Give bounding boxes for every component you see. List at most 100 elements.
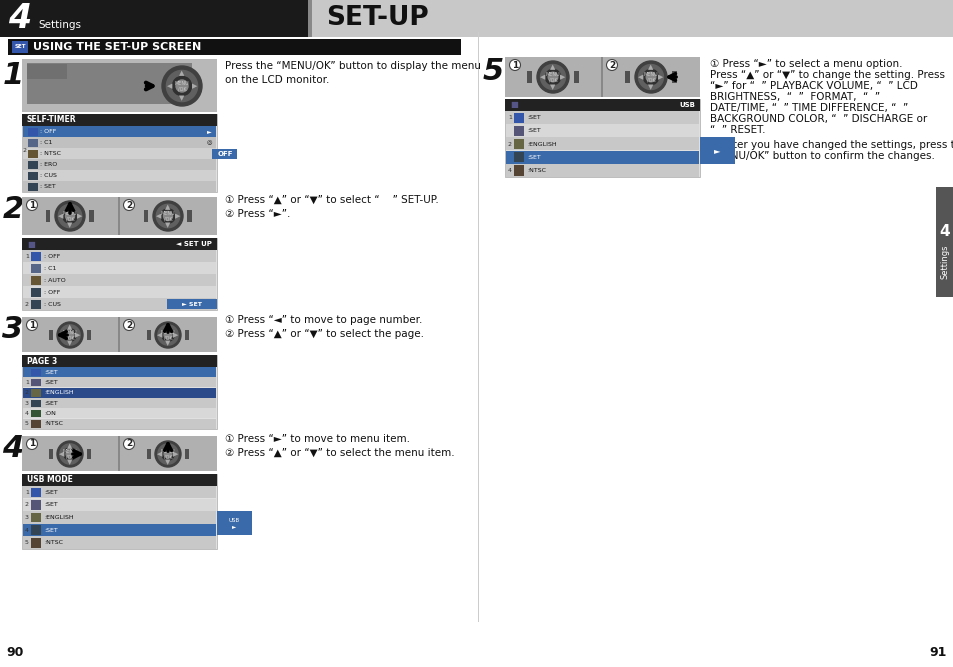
Bar (28, 139, 38, 147)
Text: ① Press “▲” or “▼” to select “    ” SET-UP.: ① Press “▲” or “▼” to select “ ” SET-UP. (225, 195, 438, 205)
Circle shape (537, 61, 568, 93)
Text: ▶: ▶ (76, 213, 82, 219)
Bar (22, 317, 216, 352)
Circle shape (642, 69, 658, 85)
Bar (23, 398, 215, 408)
Text: ►: ► (713, 146, 720, 155)
Text: SET: SET (14, 45, 26, 49)
Text: BRIGHTNESS,  “  ”  FORMAT,  “  ”: BRIGHTNESS, “ ” FORMAT, “ ” (709, 92, 880, 102)
Text: ▼: ▼ (165, 222, 171, 228)
Bar (23, 536, 215, 549)
Circle shape (27, 199, 37, 211)
Text: 1: 1 (512, 61, 517, 69)
Text: :ENGLISH: :ENGLISH (44, 390, 73, 396)
Text: ◀: ◀ (156, 213, 161, 219)
Circle shape (635, 61, 666, 93)
Text: 1: 1 (29, 321, 35, 329)
Bar (212, 149, 236, 159)
Bar (144, 210, 149, 222)
Circle shape (157, 444, 178, 464)
Text: “MENU/OK” button to confirm the changes.: “MENU/OK” button to confirm the changes. (709, 151, 934, 161)
Text: 1: 1 (25, 490, 29, 495)
Circle shape (175, 80, 188, 92)
Bar (147, 329, 151, 340)
Bar (22, 436, 216, 471)
Bar (625, 71, 630, 83)
Bar (30, 251, 41, 261)
Text: 4: 4 (2, 434, 24, 463)
Text: OFF: OFF (217, 151, 233, 157)
Text: 1: 1 (508, 115, 512, 120)
Text: 5: 5 (482, 57, 503, 86)
Text: 3: 3 (2, 315, 24, 344)
Text: :ENGLISH: :ENGLISH (44, 515, 73, 520)
Circle shape (27, 438, 37, 450)
Bar (23, 148, 215, 159)
Circle shape (157, 325, 178, 345)
Bar (30, 513, 41, 522)
Circle shape (60, 325, 80, 345)
Bar (22, 238, 216, 310)
Text: ▶: ▶ (174, 213, 180, 219)
Circle shape (548, 72, 558, 82)
Text: 91: 91 (928, 646, 945, 658)
Bar (23, 250, 215, 261)
Text: MENU
/OK: MENU /OK (160, 329, 175, 340)
Bar (504, 99, 700, 111)
Bar (23, 367, 215, 377)
Text: MENU
/OK: MENU /OK (63, 329, 77, 340)
Bar (28, 183, 38, 191)
Text: DATE/TIME, “  ” TIME DIFFERENCE, “  ”: DATE/TIME, “ ” TIME DIFFERENCE, “ ” (709, 103, 907, 113)
Bar (30, 410, 41, 417)
Bar (505, 111, 699, 124)
Text: MENU
/OK: MENU /OK (174, 81, 189, 91)
Circle shape (162, 448, 174, 460)
Text: :SET: :SET (44, 401, 58, 406)
Circle shape (162, 329, 174, 342)
Circle shape (60, 444, 80, 464)
Circle shape (64, 448, 76, 460)
Text: 4: 4 (9, 1, 31, 35)
Text: : ERO: : ERO (40, 162, 57, 167)
Text: ▲: ▲ (648, 64, 653, 70)
Text: :NTSC: :NTSC (44, 540, 63, 545)
Bar (30, 420, 41, 428)
Bar (216, 511, 252, 536)
Bar (30, 379, 41, 386)
Text: ② After you have changed the settings, press the: ② After you have changed the settings, p… (709, 140, 953, 150)
Bar (30, 299, 41, 309)
Circle shape (57, 441, 83, 467)
Text: ▲: ▲ (165, 203, 171, 209)
Text: USB
►: USB ► (228, 518, 239, 529)
Text: 1: 1 (29, 201, 35, 209)
Text: ◀: ◀ (157, 451, 162, 457)
Circle shape (123, 319, 134, 331)
Circle shape (66, 450, 73, 458)
Text: 5: 5 (25, 422, 29, 426)
Bar (935, 187, 953, 297)
Text: : C1: : C1 (44, 265, 56, 271)
Text: ▼: ▼ (68, 340, 72, 346)
Bar (30, 500, 41, 510)
Text: ▼: ▼ (179, 95, 185, 101)
Text: 3: 3 (25, 515, 29, 520)
Bar (505, 137, 699, 150)
Bar (23, 137, 215, 147)
Circle shape (540, 65, 565, 89)
Bar (23, 419, 215, 429)
Bar (30, 389, 41, 396)
Circle shape (638, 65, 662, 89)
Bar (23, 499, 215, 511)
Circle shape (55, 201, 85, 231)
Text: :ENGLISH: :ENGLISH (526, 141, 556, 147)
Text: ◀: ◀ (59, 332, 65, 338)
Bar (28, 171, 38, 179)
Circle shape (57, 322, 83, 348)
Text: 2: 2 (23, 148, 27, 153)
Bar (573, 71, 578, 83)
Text: 1: 1 (2, 61, 24, 90)
Text: 4: 4 (25, 411, 29, 416)
Bar (22, 355, 216, 367)
Circle shape (161, 209, 175, 223)
Text: MENU
/OK: MENU /OK (160, 449, 175, 459)
